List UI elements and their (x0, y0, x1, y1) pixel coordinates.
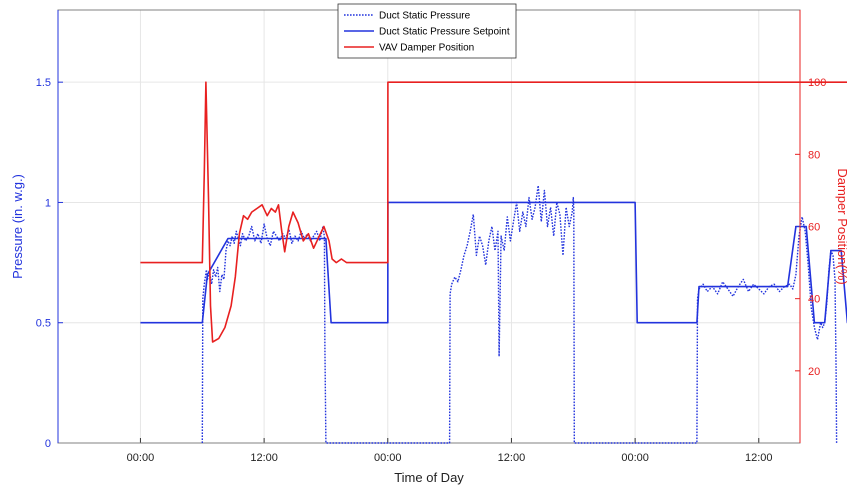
right-y-tick-label: 100 (808, 77, 826, 89)
series-duct-static-pressure (201, 184, 838, 444)
grid (58, 10, 800, 444)
x-tick-label: 00:00 (374, 452, 402, 464)
series-duct-static-pressure-setpoint (140, 201, 847, 324)
plot-frame (57, 9, 801, 444)
left-y-tick-label: 0 (45, 438, 51, 450)
legend-entry-duct-static-pressure: Duct Static Pressure (379, 11, 471, 22)
x-tick-label: 12:00 (250, 452, 278, 464)
x-axis-label: Time of Day (394, 470, 464, 485)
right-y-tick-label: 80 (808, 149, 820, 161)
right-y-axis-label: Damper Position(%) (835, 168, 847, 284)
right-y-tick-label: 60 (808, 222, 820, 234)
legend: Duct Static Pressure Duct Static Pressur… (337, 3, 517, 59)
legend-entry-vav-damper-position: VAV Damper Position (379, 43, 474, 54)
x-tick-label: 12:00 (498, 452, 526, 464)
left-y-tick-label: 0.5 (36, 318, 51, 330)
right-y-tick-labels: 20 40 60 80 100 (808, 77, 826, 378)
series-vav-damper-position (140, 81, 847, 343)
x-tick-label: 12:00 (745, 452, 773, 464)
left-y-axis-label: Pressure (in. w.g.) (10, 174, 25, 279)
left-y-tick-label: 1.5 (36, 77, 51, 89)
left-y-tick-label: 1 (45, 197, 51, 209)
x-tick-label: 00:00 (127, 452, 155, 464)
series-layer (140, 81, 847, 444)
legend-entry-duct-static-pressure-setpoint: Duct Static Pressure Setpoint (379, 27, 510, 38)
left-y-tick-labels: 0 0.5 1 1.5 (36, 77, 51, 450)
right-y-tick-label: 40 (808, 294, 820, 306)
right-y-tick-label: 20 (808, 366, 820, 378)
x-tick-label: 00:00 (621, 452, 649, 464)
